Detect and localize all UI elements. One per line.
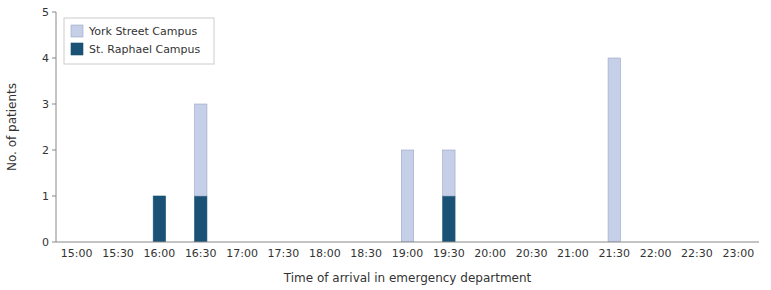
x-tick-label: 15:00 <box>61 247 93 260</box>
y-tick <box>52 242 56 243</box>
x-tick-label: 21:30 <box>598 247 630 260</box>
x-tick-label: 22:00 <box>640 247 672 260</box>
x-axis <box>56 242 759 243</box>
x-tick-label: 19:30 <box>433 247 465 260</box>
x-tick-label: 18:00 <box>309 247 341 260</box>
bar <box>401 150 413 242</box>
bar <box>153 196 165 197</box>
y-tick-label: 2 <box>42 144 49 157</box>
x-tick-label: 17:30 <box>268 247 300 260</box>
legend: York Street Campus St. Raphael Campus <box>64 18 214 64</box>
chart: 0 1 2 3 4 5 15:00 15:30 16:00 16:30 17:00 17:30 18:0… <box>0 0 771 290</box>
y-tick-label: 1 <box>42 190 49 203</box>
x-tick-label: 17:00 <box>226 247 258 260</box>
bar <box>195 196 207 242</box>
x-tick-label: 20:00 <box>474 247 506 260</box>
bar <box>195 104 207 196</box>
x-tick-label: 21:00 <box>557 247 589 260</box>
y-tick <box>52 12 56 13</box>
y-tick <box>52 150 56 151</box>
x-tick-label: 22:30 <box>681 247 713 260</box>
bar <box>443 150 455 196</box>
y-tick-label: 0 <box>42 236 49 249</box>
bar <box>443 196 455 242</box>
bar <box>153 196 165 242</box>
y-tick-label: 4 <box>42 52 49 65</box>
y-axis <box>56 12 57 242</box>
x-tick-label: 16:30 <box>185 247 217 260</box>
y-tick <box>52 58 56 59</box>
x-tick-label: 15:30 <box>102 247 134 260</box>
legend-swatch <box>71 43 83 55</box>
bars <box>153 58 620 242</box>
y-axis-label: No. of patients <box>5 83 19 171</box>
legend-label: St. Raphael Campus <box>89 43 201 56</box>
legend-label: York Street Campus <box>88 25 197 38</box>
x-tick-label: 20:30 <box>516 247 548 260</box>
x-tick-label: 16:00 <box>144 247 176 260</box>
y-tick-label: 3 <box>42 98 49 111</box>
legend-box <box>64 18 214 64</box>
x-tick-label: 19:00 <box>392 247 424 260</box>
x-tick-label: 23:00 <box>722 247 754 260</box>
bar <box>608 58 620 242</box>
x-tick-label: 18:30 <box>350 247 382 260</box>
x-axis-label: Time of arrival in emergency department <box>283 271 532 285</box>
y-tick-label: 5 <box>42 6 49 19</box>
legend-swatch <box>71 25 83 37</box>
y-tick <box>52 104 56 105</box>
y-tick <box>52 196 56 197</box>
